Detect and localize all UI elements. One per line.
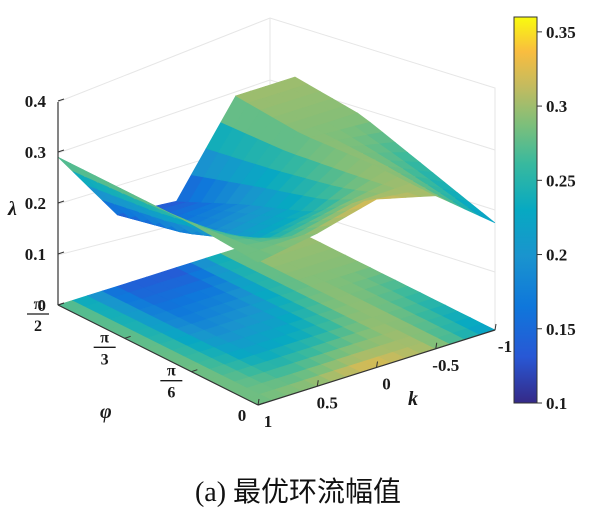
x-tick-mark (316, 380, 319, 387)
colorbar-ticks: 0.35 0.3 0.25 0.2 0.15 0.1 (537, 23, 576, 413)
y-tick-numerator: π (167, 363, 176, 380)
x-tick-label: -0.5 (432, 356, 459, 375)
z-tick-label: 0.2 (25, 194, 46, 213)
z-tick-mark (57, 98, 65, 102)
z-tick-label: 0.1 (25, 245, 46, 264)
y-tick-mark (124, 335, 131, 339)
z-axis-label: λ (7, 198, 17, 220)
x-tick-mark (257, 398, 260, 406)
x-tick-mark (494, 323, 497, 331)
y-axis-label: φ (100, 401, 112, 423)
x-tick-label: 0.5 (317, 393, 338, 412)
colorbar-tick-label: 0.35 (546, 23, 576, 42)
colorbar: 0.35 0.3 0.25 0.2 0.15 0.1 (513, 16, 576, 413)
y-tick-mark (257, 402, 265, 406)
z-tick-mark (57, 200, 65, 204)
z-tick-label: 0.4 (25, 92, 47, 111)
surface-layer (57, 76, 496, 406)
z-tick-label: 0 (38, 296, 47, 315)
z-tick-mark (57, 149, 65, 153)
x-tick-mark (435, 342, 438, 349)
y-tick-denominator: 3 (101, 351, 109, 368)
y-tick-mark (191, 369, 198, 373)
y-tick-mark (57, 302, 65, 306)
surface-patch (467, 206, 496, 224)
colorbar-tick-label: 0.15 (546, 320, 576, 339)
x-tick-label: -1 (498, 337, 512, 356)
y-tick-numerator: π (100, 329, 109, 346)
x-tick-label: 0 (382, 375, 391, 394)
y-tick-denominator: 2 (34, 318, 42, 335)
z-tick-label: 0.3 (25, 143, 46, 162)
y-tick-label: 0 (238, 406, 247, 425)
x-tick-mark (376, 361, 378, 368)
y-tick-numerator: π (34, 296, 43, 313)
colorbar-gradient (513, 16, 538, 404)
x-axis-label: k (408, 388, 418, 410)
y-tick-denominator: 6 (167, 385, 175, 402)
x-tick-label: 1 (264, 412, 273, 431)
colorbar-tick-label: 0.3 (546, 97, 567, 116)
colorbar-tick-label: 0.2 (546, 246, 567, 265)
z-tick-mark (57, 251, 65, 255)
colorbar-tick-label: 0.1 (546, 394, 567, 413)
colorbar-tick-label: 0.25 (546, 171, 576, 190)
tick-layer: 0 0.1 0.2 0.3 0.4 1 0.5 0 -0.5 -1 π 2 π 3 π 6 0 (25, 92, 512, 431)
figure-caption: (a) 最优环流幅值 (194, 477, 402, 508)
